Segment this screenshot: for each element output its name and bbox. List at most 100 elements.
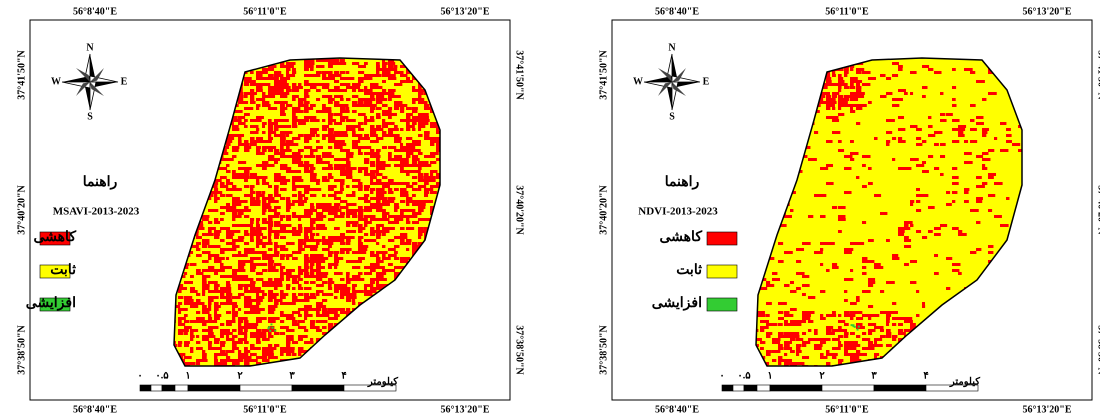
decrease-patch — [244, 149, 250, 152]
decrease-patch — [304, 329, 309, 332]
decrease-patch — [790, 68, 796, 71]
decrease-patch — [826, 65, 835, 68]
decrease-patch — [208, 341, 213, 344]
decrease-patch — [262, 104, 271, 107]
decrease-patch — [358, 248, 366, 251]
decrease-patch — [376, 107, 382, 110]
decrease-patch — [412, 242, 418, 245]
decrease-patch — [412, 146, 416, 149]
decrease-patch — [808, 368, 815, 371]
decrease-patch — [856, 335, 861, 338]
scale-segment — [139, 384, 152, 392]
decrease-patch — [346, 239, 351, 242]
map-frame — [611, 19, 1093, 401]
decrease-patch — [340, 311, 349, 314]
decrease-patch — [382, 197, 388, 200]
decrease-patch — [334, 59, 340, 62]
decrease-patch — [274, 206, 281, 209]
decrease-patch — [340, 362, 348, 365]
decrease-patch — [304, 365, 310, 366]
decrease-patch — [310, 173, 317, 176]
decrease-patch — [412, 62, 419, 65]
decrease-patch — [310, 218, 318, 221]
decrease-patch — [178, 332, 184, 335]
decrease-patch — [358, 167, 367, 170]
arrow-point — [672, 82, 700, 88]
decrease-patch — [202, 338, 210, 341]
decrease-patch — [304, 227, 313, 230]
decrease-patch — [174, 92, 181, 95]
decrease-patch — [394, 293, 400, 296]
decrease-patch — [838, 101, 847, 104]
decrease-patch — [358, 134, 363, 137]
decrease-patch — [850, 98, 859, 101]
decrease-patch — [208, 209, 215, 212]
decrease-patch — [778, 146, 783, 149]
decrease-patch — [196, 173, 205, 176]
decrease-patch — [184, 239, 193, 242]
decrease-patch — [802, 356, 810, 359]
decrease-patch — [244, 206, 249, 209]
decrease-patch — [922, 236, 928, 239]
decrease-patch — [262, 62, 270, 65]
decrease-patch — [304, 62, 313, 65]
decrease-patch — [364, 290, 371, 293]
decrease-patch — [892, 323, 897, 326]
decrease-patch — [262, 317, 267, 320]
decrease-patch — [174, 212, 181, 215]
decrease-patch — [370, 290, 377, 293]
decrease-patch — [174, 95, 177, 98]
decrease-patch — [376, 263, 380, 266]
decrease-patch — [424, 263, 430, 266]
decrease-patch — [226, 182, 234, 185]
decrease-patch — [274, 80, 283, 83]
decrease-patch — [310, 194, 317, 197]
decrease-patch — [280, 224, 288, 227]
decrease-patch — [202, 353, 207, 356]
decrease-patch — [174, 179, 180, 182]
decrease-patch — [334, 164, 341, 167]
decrease-patch — [268, 239, 272, 242]
decrease-patch — [352, 320, 358, 323]
decrease-patch — [424, 311, 429, 314]
decrease-patch — [772, 323, 778, 326]
decrease-patch — [862, 290, 871, 293]
decrease-patch — [226, 164, 230, 167]
decrease-patch — [298, 251, 302, 254]
decrease-patch — [394, 164, 401, 167]
decrease-patch — [424, 188, 432, 191]
decrease-patch — [232, 128, 240, 131]
decrease-patch — [196, 206, 205, 209]
decrease-patch — [244, 353, 249, 356]
decrease-patch — [760, 158, 769, 161]
decrease-patch — [388, 254, 397, 257]
decrease-patch — [214, 305, 221, 308]
decrease-patch — [772, 86, 781, 89]
decrease-patch — [322, 86, 330, 89]
decrease-patch — [346, 293, 354, 296]
decrease-patch — [412, 269, 416, 272]
decrease-patch — [844, 278, 852, 281]
decrease-patch — [322, 194, 326, 197]
decrease-patch — [844, 332, 849, 335]
decrease-patch — [406, 269, 410, 272]
decrease-patch — [310, 74, 319, 77]
decrease-patch — [352, 86, 361, 89]
decrease-patch — [190, 329, 199, 332]
decrease-patch — [214, 269, 221, 272]
decrease-patch — [214, 86, 219, 89]
decrease-patch — [430, 185, 439, 188]
decrease-patch — [304, 305, 312, 308]
decrease-patch — [874, 338, 883, 341]
decrease-patch — [1024, 275, 1027, 278]
decrease-patch — [208, 107, 216, 110]
decrease-patch — [418, 209, 424, 212]
decrease-patch — [250, 323, 259, 326]
decrease-patch — [850, 311, 859, 314]
decrease-patch — [370, 140, 379, 143]
decrease-patch — [964, 188, 970, 191]
decrease-patch — [370, 149, 375, 152]
decrease-patch — [370, 182, 379, 185]
decrease-patch — [406, 302, 415, 305]
decrease-patch — [772, 104, 776, 107]
